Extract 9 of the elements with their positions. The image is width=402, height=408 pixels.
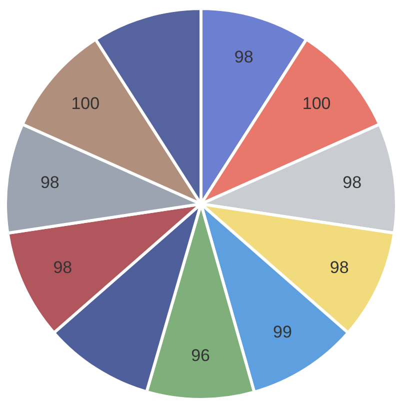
data-label: 98: [40, 173, 60, 192]
data-label: 98: [330, 258, 349, 277]
data-label: 98: [234, 47, 254, 66]
data-label: 99: [273, 322, 292, 342]
data-label: 100: [71, 94, 100, 114]
data-label: 98: [53, 258, 72, 277]
data-label: 98: [342, 173, 362, 192]
data-label: 96: [191, 346, 210, 366]
data-label: 100: [302, 94, 331, 114]
